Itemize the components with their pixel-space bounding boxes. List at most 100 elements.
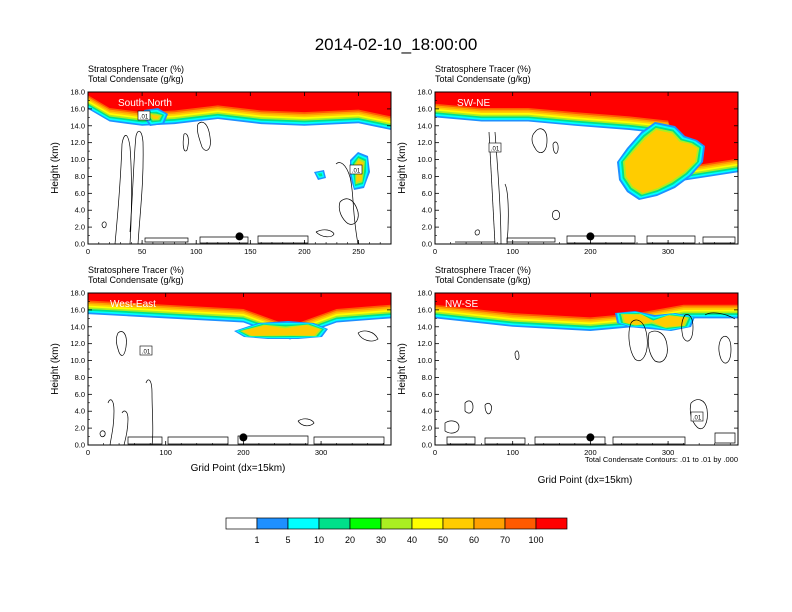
- contour-line: [531, 128, 548, 154]
- contour-line: [237, 435, 309, 445]
- x-tick-label: 100: [506, 448, 519, 457]
- y-tick-label: 14.0: [417, 121, 432, 130]
- condensate-contours: [99, 330, 385, 445]
- colorbar-label: 1: [254, 535, 259, 545]
- y-tick-label: 14.0: [417, 322, 432, 331]
- panel-subtitle: Total Condensate (g/kg): [88, 275, 184, 285]
- contour-label: .01: [488, 142, 502, 153]
- colorbar-swatch: [504, 517, 537, 530]
- colorbar-swatch: [380, 517, 413, 530]
- colorbar-label: 100: [528, 535, 543, 545]
- colorbar-swatch: [442, 517, 475, 530]
- y-tick-label: 14.0: [70, 121, 85, 130]
- x-tick-label: 150: [244, 247, 257, 256]
- contour-line: [474, 229, 480, 236]
- contour-line: [114, 135, 132, 244]
- contour-line: [197, 121, 211, 151]
- panel-label: NW-SE: [445, 299, 478, 310]
- panel-label: SW-NE: [457, 98, 490, 109]
- location-marker: [586, 433, 595, 442]
- tracer-intrusion: [622, 314, 688, 327]
- contour-label: .01: [139, 345, 153, 356]
- y-tick-label: 10.0: [70, 155, 85, 164]
- tracer-intrusion: [624, 129, 698, 193]
- contour-label: .01: [349, 164, 363, 175]
- y-tick-label: 4.0: [75, 407, 85, 416]
- y-tick-label: 18.0: [70, 289, 85, 298]
- colorbar-swatch: [225, 517, 258, 530]
- y-tick-label: 10.0: [70, 356, 85, 365]
- contour-line: [182, 133, 189, 152]
- y-axis-label: Height (km): [50, 343, 61, 395]
- x-tick-label: 100: [190, 247, 203, 256]
- panel-title: Stratosphere Tracer (%): [435, 64, 531, 74]
- contour-line: [444, 420, 460, 434]
- y-tick-label: 8.0: [422, 172, 432, 181]
- x-tick-label: 300: [662, 247, 675, 256]
- x-tick-label: 250: [352, 247, 365, 256]
- contour-line: [101, 221, 107, 229]
- colorbar: 1 5 10 20 30 40 50 60 70 100: [225, 517, 568, 545]
- y-tick-label: 10.0: [417, 356, 432, 365]
- contour-line: [257, 235, 309, 244]
- y-tick-label: 16.0: [417, 305, 432, 314]
- contour-line: [455, 237, 556, 243]
- y-tick-label: 16.0: [70, 305, 85, 314]
- panel-subtitle: Total Condensate (g/kg): [435, 74, 531, 84]
- panel-nw-se: Stratosphere Tracer (%) Total Condensate…: [397, 265, 739, 486]
- tracer-field: [435, 92, 738, 200]
- tracer-intrusion: [317, 173, 323, 177]
- contour-line: [464, 400, 474, 414]
- condensate-contours: [444, 312, 736, 445]
- colorbar-swatch: [287, 517, 320, 530]
- contour-line: [107, 399, 115, 445]
- x-tick-label: 200: [237, 448, 250, 457]
- svg-text:.01: .01: [352, 169, 361, 175]
- contour-line: [446, 436, 476, 445]
- contour-line: [315, 229, 335, 238]
- y-tick-label: 6.0: [75, 189, 85, 198]
- contour-line: [718, 335, 732, 364]
- condensate-contours: [101, 121, 359, 244]
- y-tick-label: 16.0: [417, 104, 432, 113]
- y-tick-label: 2.0: [75, 424, 85, 433]
- y-tick-label: 6.0: [422, 189, 432, 198]
- colorbar-swatch: [535, 517, 568, 530]
- y-tick-label: 12.0: [417, 138, 432, 147]
- location-marker: [235, 232, 244, 241]
- panel-title: Stratosphere Tracer (%): [435, 265, 531, 275]
- colorbar-label: 40: [407, 535, 417, 545]
- contour-line: [484, 403, 492, 415]
- tracer-field: [88, 92, 391, 190]
- figure-title: 2014-02-10_18:00:00: [315, 35, 478, 54]
- panel-title: Stratosphere Tracer (%): [88, 265, 184, 275]
- tracer-intrusion: [150, 114, 161, 120]
- x-axis-label: Grid Point (dx=15km): [538, 475, 633, 486]
- tracer-intrusion: [242, 325, 321, 336]
- x-tick-label: 200: [298, 247, 311, 256]
- y-tick-label: 18.0: [417, 88, 432, 97]
- location-marker: [239, 433, 248, 442]
- y-axis-label: Height (km): [397, 343, 408, 395]
- svg-text:.01: .01: [693, 416, 702, 422]
- tracer-field: [88, 293, 391, 340]
- panel-title: Stratosphere Tracer (%): [88, 64, 184, 74]
- svg-text:.01: .01: [142, 350, 151, 356]
- panel-south-north: Stratosphere Tracer (%) Total Condensate…: [50, 64, 392, 256]
- x-axis-label: Grid Point (dx=15km): [191, 463, 286, 474]
- colorbar-label: 70: [500, 535, 510, 545]
- x-tick-label: 300: [315, 448, 328, 457]
- y-tick-label: 10.0: [417, 155, 432, 164]
- tracer-band: [435, 293, 738, 318]
- y-tick-label: 4.0: [75, 206, 85, 215]
- contour-line: [484, 437, 526, 445]
- x-tick-label: 200: [584, 247, 597, 256]
- tracer-band: [435, 92, 738, 168]
- y-tick-label: 0.0: [75, 441, 85, 450]
- y-tick-label: 2.0: [75, 223, 85, 232]
- contour-line: [144, 237, 189, 243]
- contour-line: [129, 130, 144, 244]
- y-tick-label: 6.0: [422, 390, 432, 399]
- y-tick-label: 12.0: [70, 138, 85, 147]
